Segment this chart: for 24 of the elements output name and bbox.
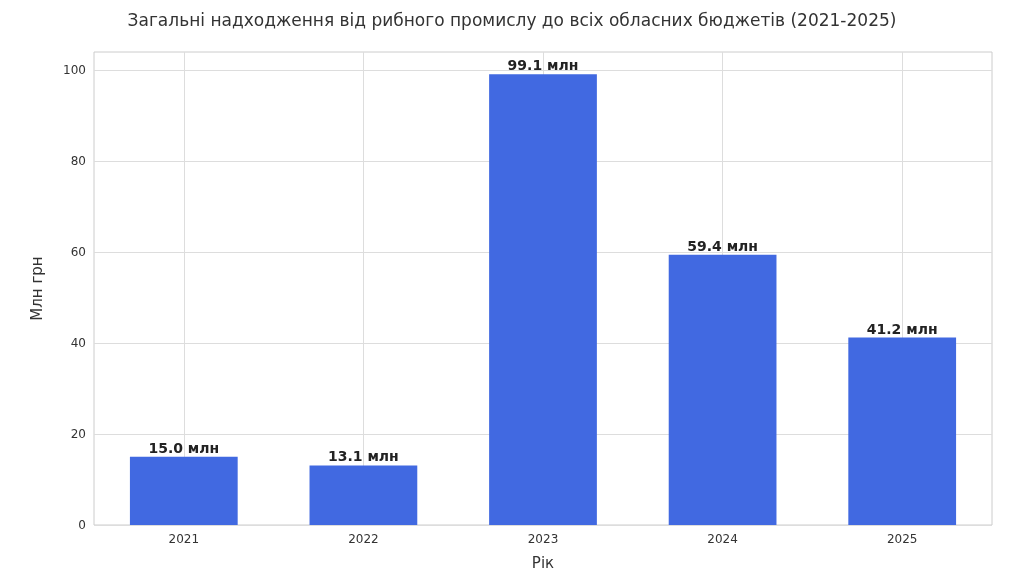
bar: [668, 254, 777, 525]
x-tick-label: 2023: [527, 532, 559, 546]
x-tick-label: 2025: [886, 532, 918, 546]
chart-title: Загальні надходження від рибного промислу до всіх обласних бюджетів (2021-2025): [127, 9, 897, 30]
bar: [848, 337, 957, 525]
data-label: 59.4 млн: [687, 237, 758, 254]
data-label: 99.1 млн: [507, 57, 579, 74]
y-tick-label: 40: [70, 336, 86, 351]
y-axis-title: Млн грн: [27, 256, 46, 321]
x-tick-label: 2022: [348, 532, 379, 546]
y-tick-label: 100: [63, 63, 86, 78]
y-tick-label: 20: [70, 427, 86, 442]
data-label: 41.2 млн: [866, 320, 938, 337]
data-label: 15.0 млн: [148, 439, 220, 456]
y-tick-label: 0: [78, 518, 86, 532]
bar: [309, 465, 418, 525]
x-tick-label: 2021: [168, 532, 200, 546]
bar: [489, 74, 597, 525]
bar: [129, 456, 238, 525]
y-tick-label: 60: [70, 245, 86, 260]
y-tick-label: 80: [70, 154, 86, 169]
data-label: 13.1 млн: [328, 448, 399, 465]
x-tick-label: 2024: [707, 532, 738, 546]
x-axis-title: Рік: [531, 553, 555, 572]
